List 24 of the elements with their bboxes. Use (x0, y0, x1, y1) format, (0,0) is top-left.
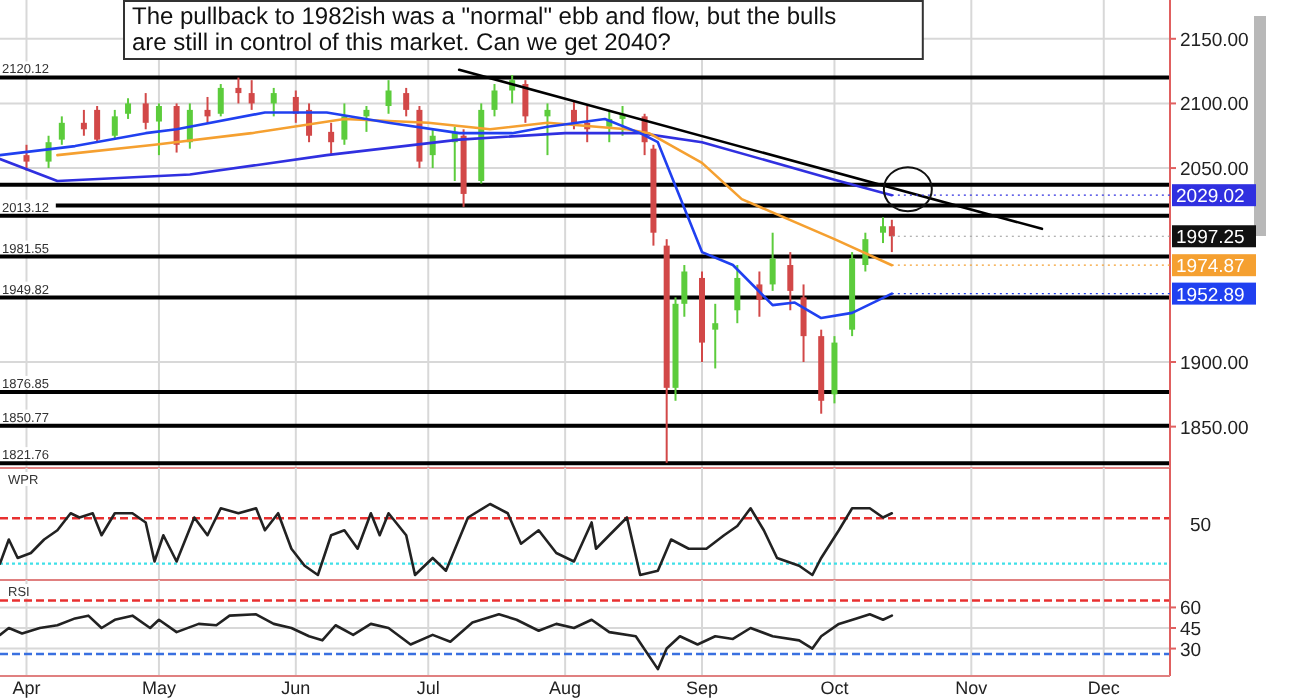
y-tick-label: 45 (1180, 619, 1202, 641)
annotation: 1997.25 (1176, 227, 1245, 250)
x-tick-label: May (141, 678, 177, 698)
y-tick-label: 1850.00 (1180, 417, 1249, 440)
x-tick-label: Nov (955, 678, 989, 698)
y-tick-label: 1900.00 (1180, 352, 1249, 375)
callout-box: The pullback to 1982ish was a "normal" ebb and flow, but the bulls are still in control of this market. Can we get 2040? (123, 0, 924, 60)
x-tick-label: Apr (12, 678, 41, 698)
data-label: 2029.02 (1176, 186, 1245, 209)
x-tick-label: Jul (416, 678, 440, 698)
y-tick-label: 60 (1180, 598, 1202, 621)
y-tick-label: 2050.00 (1180, 159, 1249, 182)
x-tick-label: Dec (1087, 678, 1121, 698)
x-tick-label: Jun (281, 678, 311, 698)
y-tick-label: 2150.00 (1180, 29, 1249, 52)
x-tick-label: Oct (820, 678, 850, 698)
x-tick-label: Aug (549, 678, 582, 698)
data-label: 1952.89 (1176, 284, 1245, 307)
x-tick-label: Sep (685, 678, 719, 698)
y-tick-label: 30 (1180, 639, 1202, 662)
data-label: 1974.87 (1176, 256, 1245, 279)
y-tick-label: 2100.00 (1180, 94, 1249, 117)
annotation: The pullback to 1982ish was a "normal" ebb and flow, but the bulls are still in control of this market. Can we get 2040? (132, 2, 837, 56)
text: 50 (1190, 515, 1212, 537)
